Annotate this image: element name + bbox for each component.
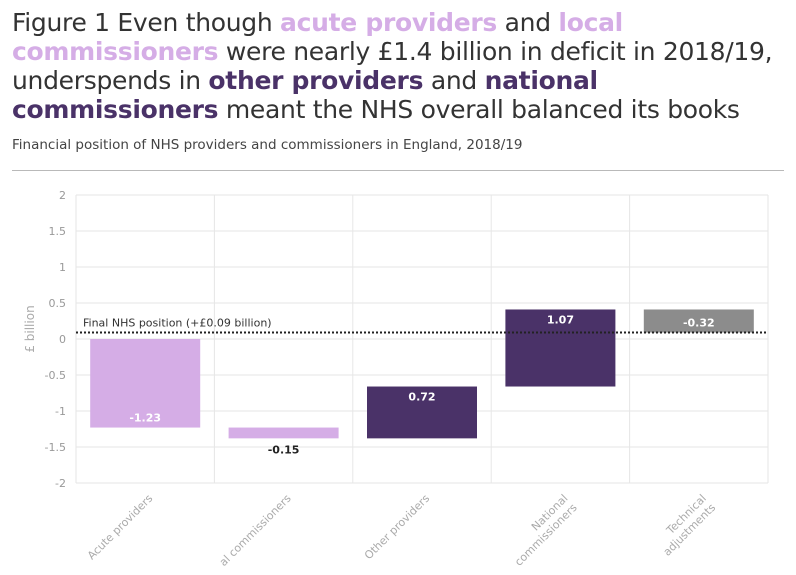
- final-position-label: Final NHS position (+£0.09 billion): [83, 317, 272, 330]
- title-highlight-national: national commissioners: [12, 66, 598, 124]
- bar-3: [367, 386, 477, 439]
- title-text-2: were nearly £1.4 billion in deficit in 2…: [12, 37, 773, 95]
- y-tick-label: 0.5: [49, 297, 67, 310]
- title-text-3: meant the NHS overall balanced its books: [218, 95, 740, 124]
- x-tick-label: Nationalcommissioners: [503, 492, 580, 569]
- chart-subtitle: Financial position of NHS providers and …: [12, 137, 523, 153]
- y-tick-label: -1: [55, 405, 66, 418]
- data-label: 0.72: [408, 391, 435, 404]
- x-tick-label: al commissioners: [217, 492, 294, 569]
- title-text-and-2: and: [423, 66, 485, 95]
- data-label: 1.07: [547, 313, 574, 326]
- title-highlight-acute: acute providers: [280, 8, 497, 37]
- y-tick-label: 1.5: [49, 225, 67, 238]
- chart-title: Figure 1 Even though acute providers and…: [12, 8, 792, 124]
- y-tick-label: -0.5: [45, 369, 66, 382]
- title-text-and-1: and: [496, 8, 559, 37]
- title-divider: [12, 170, 784, 171]
- waterfall-chart: 2 1.5 1 0.5 0 -0.5 -1 -1.5 -2 £ billion -1.23 -0.15…: [23, 189, 769, 569]
- y-tick-label: 0: [59, 333, 66, 346]
- data-label: -0.32: [683, 317, 715, 330]
- x-tick-label: Acute providers: [85, 492, 156, 563]
- y-tick-label: -1.5: [45, 441, 66, 454]
- title-highlight-other: other providers: [208, 66, 424, 95]
- y-tick-label: 1: [59, 261, 66, 274]
- y-axis-label: £ billion: [23, 305, 37, 352]
- data-label: -1.23: [129, 412, 161, 425]
- data-label: -0.15: [268, 443, 300, 456]
- bar-5: [643, 309, 754, 333]
- bar-2: [228, 427, 339, 439]
- y-tick-label: 2: [59, 189, 66, 202]
- y-tick-label: -2: [55, 477, 66, 490]
- title-highlight-local: local commissioners: [12, 8, 623, 66]
- title-text-1: Figure 1 Even though: [12, 8, 281, 37]
- x-tick-label: Other providers: [362, 492, 432, 562]
- bar-1: [90, 339, 201, 428]
- x-tick-label: Technicaladjustments: [651, 492, 718, 559]
- bar-4: [505, 309, 616, 387]
